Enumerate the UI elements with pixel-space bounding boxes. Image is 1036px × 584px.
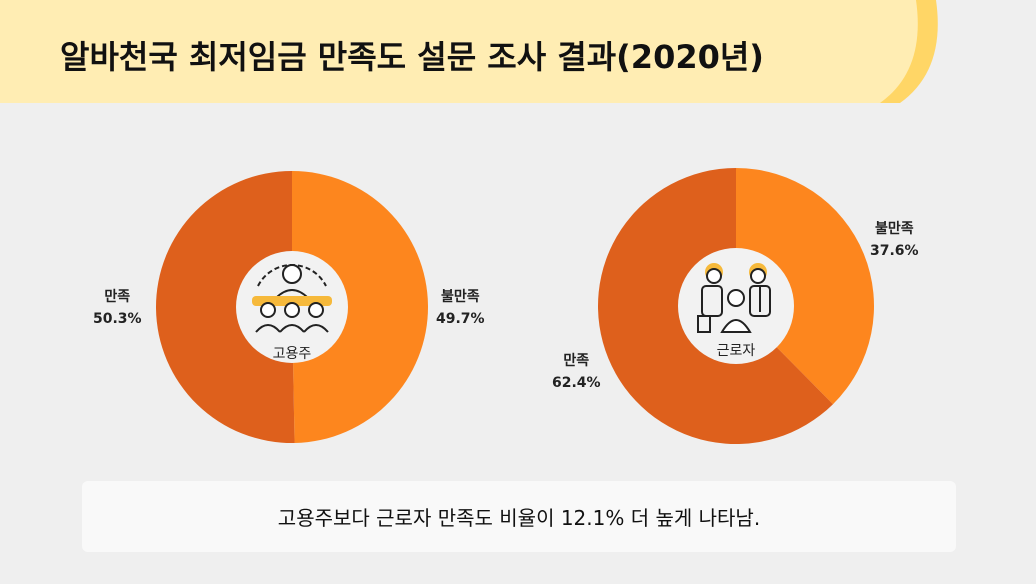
header-band bbox=[0, 0, 938, 103]
employer-unsatisfied-label: 불만족 49.7% bbox=[436, 286, 485, 330]
worker-satisfied-label: 만족 62.4% bbox=[552, 350, 601, 394]
slice-name: 만족 bbox=[104, 289, 131, 305]
worker-center-label: 근로자 bbox=[716, 343, 756, 359]
summary-text: 고용주보다 근로자 만족도 비율이 12.1% 더 높게 나타남. bbox=[277, 506, 761, 530]
workers-group-icon bbox=[697, 263, 771, 333]
employer-satisfied-label: 만족 50.3% bbox=[93, 286, 142, 330]
worker-slice-unsatisfied bbox=[736, 168, 874, 405]
slice-percent: 37.6% bbox=[870, 243, 919, 259]
slice-percent: 62.4% bbox=[552, 375, 601, 391]
slice-percent: 49.7% bbox=[436, 311, 485, 327]
slice-percent: 50.3% bbox=[93, 311, 142, 327]
employer-center-label: 고용주 bbox=[272, 346, 312, 362]
slice-name: 만족 bbox=[563, 353, 590, 369]
employer-group-icon bbox=[252, 264, 332, 333]
employer-slice-unsatisfied bbox=[292, 171, 428, 443]
header-background bbox=[0, 0, 918, 103]
employer-slice-satisfied bbox=[155, 171, 295, 443]
slice-name: 불만족 bbox=[874, 221, 914, 237]
slice-name: 불만족 bbox=[440, 289, 480, 305]
summary-box: 고용주보다 근로자 만족도 비율이 12.1% 더 높게 나타남. bbox=[82, 481, 956, 552]
page-title: 알바천국 최저임금 만족도 설문 조사 결과(2020년) bbox=[60, 38, 764, 76]
worker-unsatisfied-label: 불만족 37.6% bbox=[870, 218, 919, 262]
